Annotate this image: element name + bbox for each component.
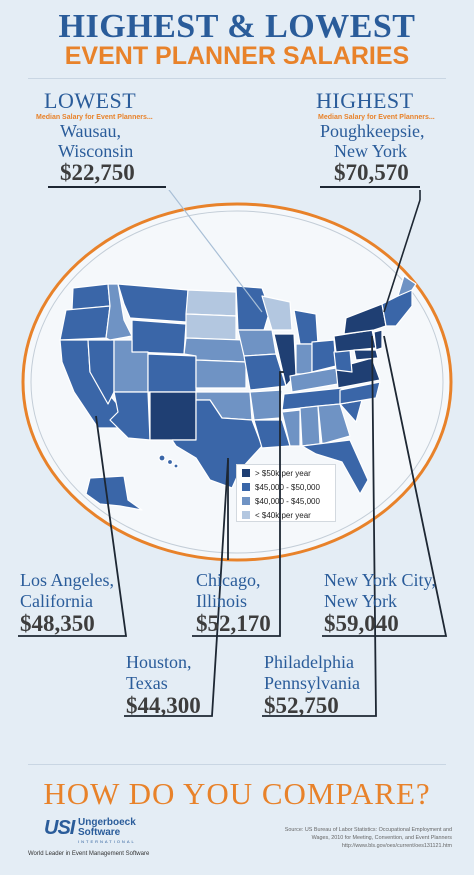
us-map-graphic xyxy=(21,190,453,562)
houston-city: Houston, xyxy=(126,652,192,672)
logo-intl: INTERNATIONAL xyxy=(78,839,136,844)
legend-swatch-1 xyxy=(242,469,250,477)
state-ks xyxy=(195,359,247,389)
legend-row-3: $40,000 - $45,000 xyxy=(242,495,335,507)
highest-amount: $70,570 xyxy=(334,160,409,185)
lowest-heading: LOWEST xyxy=(44,88,137,113)
chicago-city: Chicago, xyxy=(196,570,261,590)
state-hi-2 xyxy=(166,458,174,466)
state-ny xyxy=(343,303,387,335)
connector-philly xyxy=(262,335,377,717)
philly-state: Pennsylvania xyxy=(264,673,360,693)
legend-swatch-2 xyxy=(242,483,250,491)
lowest-city: Wausau, xyxy=(60,121,122,141)
state-me xyxy=(397,275,417,297)
leader-lines xyxy=(168,190,421,313)
legend-label-2: $45,000 - $50,000 xyxy=(255,482,320,492)
highest-state: New York xyxy=(334,141,408,161)
source-line-1: Source: US Bureau of Labor Statistics: O… xyxy=(284,827,452,833)
legend-swatch-3 xyxy=(242,497,250,505)
connector-la xyxy=(18,415,128,637)
map-ellipse-inner xyxy=(30,210,444,554)
connector-houston xyxy=(124,459,229,717)
la-city: Los Angeles, xyxy=(20,570,114,590)
source-note: Source: US Bureau of Labor Statistics: O… xyxy=(218,826,452,850)
legend-label-1: > $50k per year xyxy=(255,468,311,478)
cta-heading: HOW DO YOU COMPARE? xyxy=(43,776,431,811)
usi-logo-icon: USI xyxy=(44,817,75,839)
highest-underline xyxy=(320,186,420,188)
la-state: California xyxy=(20,591,93,611)
chicago-state: Illinois xyxy=(196,591,248,611)
state-wi xyxy=(261,295,293,331)
state-hi-3 xyxy=(173,463,179,469)
connector-chicago-2 xyxy=(192,371,284,637)
logo-name-1: Ungerboeck xyxy=(78,817,136,828)
legend-row-1: > $50k per year xyxy=(242,467,335,479)
leader-poughkeepsie-2 xyxy=(383,199,421,313)
highest-subheading: Median Salary for Event Planners... xyxy=(318,114,435,121)
state-ak xyxy=(85,475,143,511)
philly-amount: $52,750 xyxy=(264,693,339,718)
chicago-amount: $52,170 xyxy=(196,611,271,636)
us-states xyxy=(59,275,417,511)
connector-nyc xyxy=(322,335,448,637)
logo-name: Ungerboeck Software xyxy=(78,818,136,838)
main-title: HIGHEST & LOWEST xyxy=(58,8,416,45)
philly-city: Philadelphia xyxy=(264,652,354,672)
source-line-2: Wages, 2010 for Meeting, Convention, and… xyxy=(311,835,452,841)
state-hi-1 xyxy=(158,454,166,462)
lowest-underline xyxy=(48,186,166,188)
state-nj xyxy=(373,329,383,351)
state-id xyxy=(105,283,133,341)
nyc-amount: $59,040 xyxy=(324,611,399,636)
logo-name-2: Software xyxy=(78,827,121,838)
state-mn xyxy=(235,285,271,331)
houston-amount: $44,300 xyxy=(126,693,201,718)
state-ms xyxy=(281,409,301,447)
houston-state: Texas xyxy=(126,673,168,693)
state-mt xyxy=(117,283,189,323)
legend-label-3: $40,000 - $45,000 xyxy=(255,496,320,506)
legend-label-4: < $40k per year xyxy=(255,510,311,520)
header-divider xyxy=(28,78,446,79)
legend-swatch-4 xyxy=(242,511,250,519)
map-ellipse-orange xyxy=(21,202,453,562)
state-fl xyxy=(301,439,369,495)
lowest-state: Wisconsin xyxy=(58,141,134,161)
nyc-city: New York City, xyxy=(324,570,436,590)
state-nc xyxy=(339,381,381,405)
legend-row-4: < $40k per year xyxy=(242,509,335,521)
nyc-state: New York xyxy=(324,591,398,611)
source-line-3: http://www.bls.gov/oes/current/oes131121… xyxy=(341,843,452,849)
city-connectors xyxy=(18,335,448,717)
main-subtitle: EVENT PLANNER SALARIES xyxy=(64,42,410,70)
highest-heading: HIGHEST xyxy=(316,88,414,113)
highest-city: Poughkeepsie, xyxy=(320,121,425,141)
footer-divider xyxy=(28,764,446,765)
la-amount: $48,350 xyxy=(20,611,95,636)
logo-tagline: World Leader in Event Management Softwar… xyxy=(28,851,150,857)
state-ga xyxy=(317,403,351,445)
leader-wausau xyxy=(168,190,263,313)
legend-row-2: $45,000 - $50,000 xyxy=(242,481,335,493)
map-legend: > $50k per year $45,000 - $50,000 $40,00… xyxy=(236,464,336,522)
lowest-subheading: Median Salary for Event Planners... xyxy=(36,114,153,121)
lowest-amount: $22,750 xyxy=(60,160,135,185)
